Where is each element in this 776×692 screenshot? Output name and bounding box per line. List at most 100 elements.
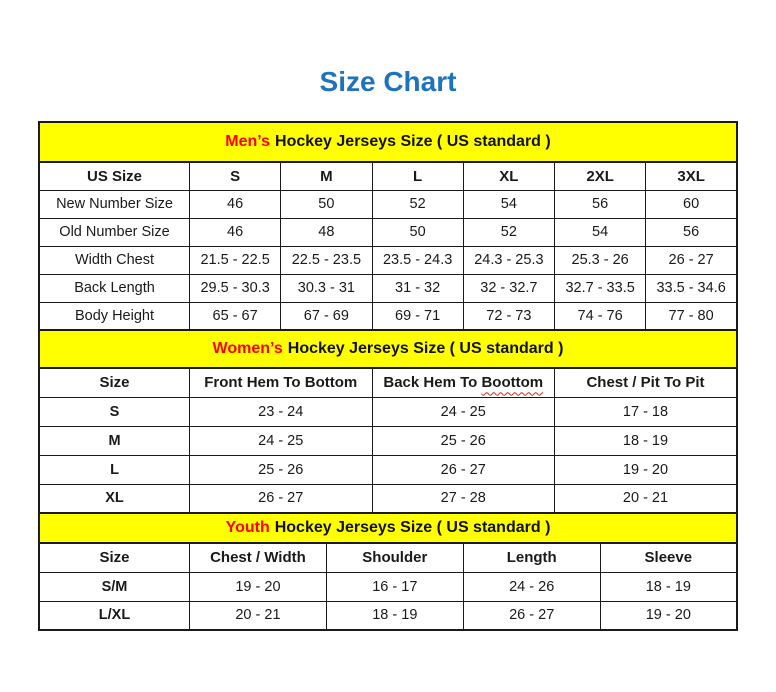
table-cell: 69 - 71 bbox=[371, 301, 464, 331]
table-cell: 19 - 20 bbox=[189, 571, 327, 602]
header-row: Size Front Hem To Bottom Back Hem To Boott… bbox=[38, 367, 738, 398]
table-cell: 17 - 18 bbox=[554, 396, 738, 427]
column-header: Size bbox=[38, 367, 190, 398]
mens-table-title-banner: Men’s Hockey Jerseys Size ( US standard … bbox=[38, 121, 738, 163]
table-cell: 19 - 20 bbox=[554, 454, 738, 485]
row-label: M bbox=[38, 425, 190, 456]
column-header: Sleeve bbox=[599, 542, 738, 573]
table-cell: 18 - 19 bbox=[554, 425, 738, 456]
mens-size-table: US Size S M L XL 2XL 3XL New Number Size 46 50 52 5… bbox=[38, 161, 738, 331]
table-cell: 26 - 27 bbox=[645, 245, 738, 275]
table-cell: 54 bbox=[553, 217, 647, 247]
mens-title-text: Hockey Jerseys Size ( US standard ) bbox=[275, 133, 551, 150]
table-cell: 24 - 25 bbox=[189, 425, 373, 456]
table-cell: 65 - 67 bbox=[188, 301, 282, 331]
table-row: L 25 - 26 26 - 27 19 - 20 bbox=[38, 454, 738, 485]
youth-title-text: Hockey Jerseys Size ( US standard ) bbox=[274, 519, 551, 536]
table-row: S/M 19 - 20 16 - 17 24 - 26 18 - 19 bbox=[38, 571, 738, 602]
table-cell: 52 bbox=[371, 189, 464, 219]
youth-size-table: Size Chest / Width Shoulder Length Sleeve S/M… bbox=[38, 542, 738, 631]
table-cell: 26 - 27 bbox=[189, 483, 373, 514]
womens-size-table: Size Front Hem To Bottom Back Hem To Boott… bbox=[38, 367, 738, 514]
row-label: Back Length bbox=[38, 273, 190, 303]
table-cell: 31 - 32 bbox=[371, 273, 464, 303]
table-cell: 26 - 27 bbox=[371, 454, 555, 485]
column-header: Length bbox=[462, 542, 601, 573]
row-label: Body Height bbox=[38, 301, 190, 331]
table-cell: 25.3 - 26 bbox=[553, 245, 647, 275]
table-cell: 67 - 69 bbox=[280, 301, 373, 331]
table-cell: 20 - 21 bbox=[554, 483, 738, 514]
table-cell: 74 - 76 bbox=[553, 301, 647, 331]
table-cell: 29.5 - 30.3 bbox=[188, 273, 282, 303]
table-cell: 52 bbox=[462, 217, 556, 247]
column-header: L bbox=[371, 161, 464, 191]
table-row: Back Length 29.5 - 30.3 30.3 - 31 31 - 32 32… bbox=[38, 273, 738, 303]
youth-title-highlight: Youth bbox=[225, 519, 270, 536]
youth-table-title-banner: Youth Hockey Jerseys Size ( US standard … bbox=[38, 512, 738, 544]
table-cell: 77 - 80 bbox=[645, 301, 738, 331]
table-cell: 56 bbox=[553, 189, 647, 219]
table-cell: 33.5 - 34.6 bbox=[645, 273, 738, 303]
table-cell: 24 - 25 bbox=[371, 396, 555, 427]
table-cell: 27 - 28 bbox=[371, 483, 555, 514]
table-cell: 60 bbox=[645, 189, 738, 219]
page-title: Size Chart bbox=[319, 66, 457, 97]
column-header: Front Hem To Bottom bbox=[189, 367, 373, 398]
table-cell: 24.3 - 25.3 bbox=[462, 245, 556, 275]
table-cell: 72 - 73 bbox=[462, 301, 556, 331]
mens-size-section: Men’s Hockey Jerseys Size ( US standard … bbox=[38, 121, 738, 331]
table-cell: 46 bbox=[188, 217, 282, 247]
column-header: 2XL bbox=[553, 161, 647, 191]
table-row: M 24 - 25 25 - 26 18 - 19 bbox=[38, 425, 738, 456]
column-header: 3XL bbox=[645, 161, 738, 191]
size-chart-tables: Men’s Hockey Jerseys Size ( US standard … bbox=[38, 121, 738, 631]
table-row: New Number Size 46 50 52 54 56 60 bbox=[38, 189, 738, 219]
table-cell: 22.5 - 23.5 bbox=[280, 245, 373, 275]
womens-title-text: Hockey Jerseys Size ( US standard ) bbox=[287, 340, 564, 357]
table-cell: 32.7 - 33.5 bbox=[553, 273, 647, 303]
table-cell: 56 bbox=[645, 217, 738, 247]
table-cell: 25 - 26 bbox=[371, 425, 555, 456]
womens-table-title-banner: Women’s Hockey Jerseys Size ( US standar… bbox=[38, 329, 738, 369]
table-cell: 24 - 26 bbox=[462, 571, 601, 602]
table-cell: 30.3 - 31 bbox=[280, 273, 373, 303]
table-cell: 16 - 17 bbox=[325, 571, 464, 602]
table-cell: 50 bbox=[280, 189, 373, 219]
table-cell: 26 - 27 bbox=[462, 600, 601, 631]
header-row: Size Chest / Width Shoulder Length Sleeve bbox=[38, 542, 738, 573]
column-header: S bbox=[188, 161, 282, 191]
table-cell: 19 - 20 bbox=[599, 600, 738, 631]
table-row: Body Height 65 - 67 67 - 69 69 - 71 72 - 73 7… bbox=[38, 301, 738, 331]
table-cell: 18 - 19 bbox=[325, 600, 464, 631]
table-cell: 23 - 24 bbox=[189, 396, 373, 427]
row-label: L/XL bbox=[38, 600, 190, 631]
row-label: L bbox=[38, 454, 190, 485]
column-header: Chest / Pit To Pit bbox=[554, 367, 738, 398]
table-row: L/XL 20 - 21 18 - 19 26 - 27 19 - 20 bbox=[38, 600, 738, 631]
column-header: XL bbox=[462, 161, 556, 191]
table-cell: 25 - 26 bbox=[189, 454, 373, 485]
header-row: US Size S M L XL 2XL 3XL bbox=[38, 161, 738, 191]
table-cell: 18 - 19 bbox=[599, 571, 738, 602]
table-row: Old Number Size 46 48 50 52 54 56 bbox=[38, 217, 738, 247]
table-cell: 23.5 - 24.3 bbox=[371, 245, 464, 275]
misspelled-word: Boottom bbox=[481, 374, 544, 392]
womens-size-section: Women’s Hockey Jerseys Size ( US standar… bbox=[38, 329, 738, 514]
womens-title-highlight: Women’s bbox=[212, 340, 283, 357]
column-header: Chest / Width bbox=[189, 542, 327, 573]
row-label: XL bbox=[38, 483, 190, 514]
column-header: Size bbox=[38, 542, 190, 573]
mens-title-highlight: Men’s bbox=[225, 133, 271, 150]
table-row: XL 26 - 27 27 - 28 20 - 21 bbox=[38, 483, 738, 514]
row-label: Width Chest bbox=[38, 245, 190, 275]
table-cell: 54 bbox=[462, 189, 556, 219]
column-header: Shoulder bbox=[325, 542, 464, 573]
row-label: S bbox=[38, 396, 190, 427]
table-row: Width Chest 21.5 - 22.5 22.5 - 23.5 23.5 - … bbox=[38, 245, 738, 275]
row-label: Old Number Size bbox=[38, 217, 190, 247]
table-cell: 21.5 - 22.5 bbox=[188, 245, 282, 275]
column-header: US Size bbox=[38, 161, 190, 191]
table-row: S 23 - 24 24 - 25 17 - 18 bbox=[38, 396, 738, 427]
